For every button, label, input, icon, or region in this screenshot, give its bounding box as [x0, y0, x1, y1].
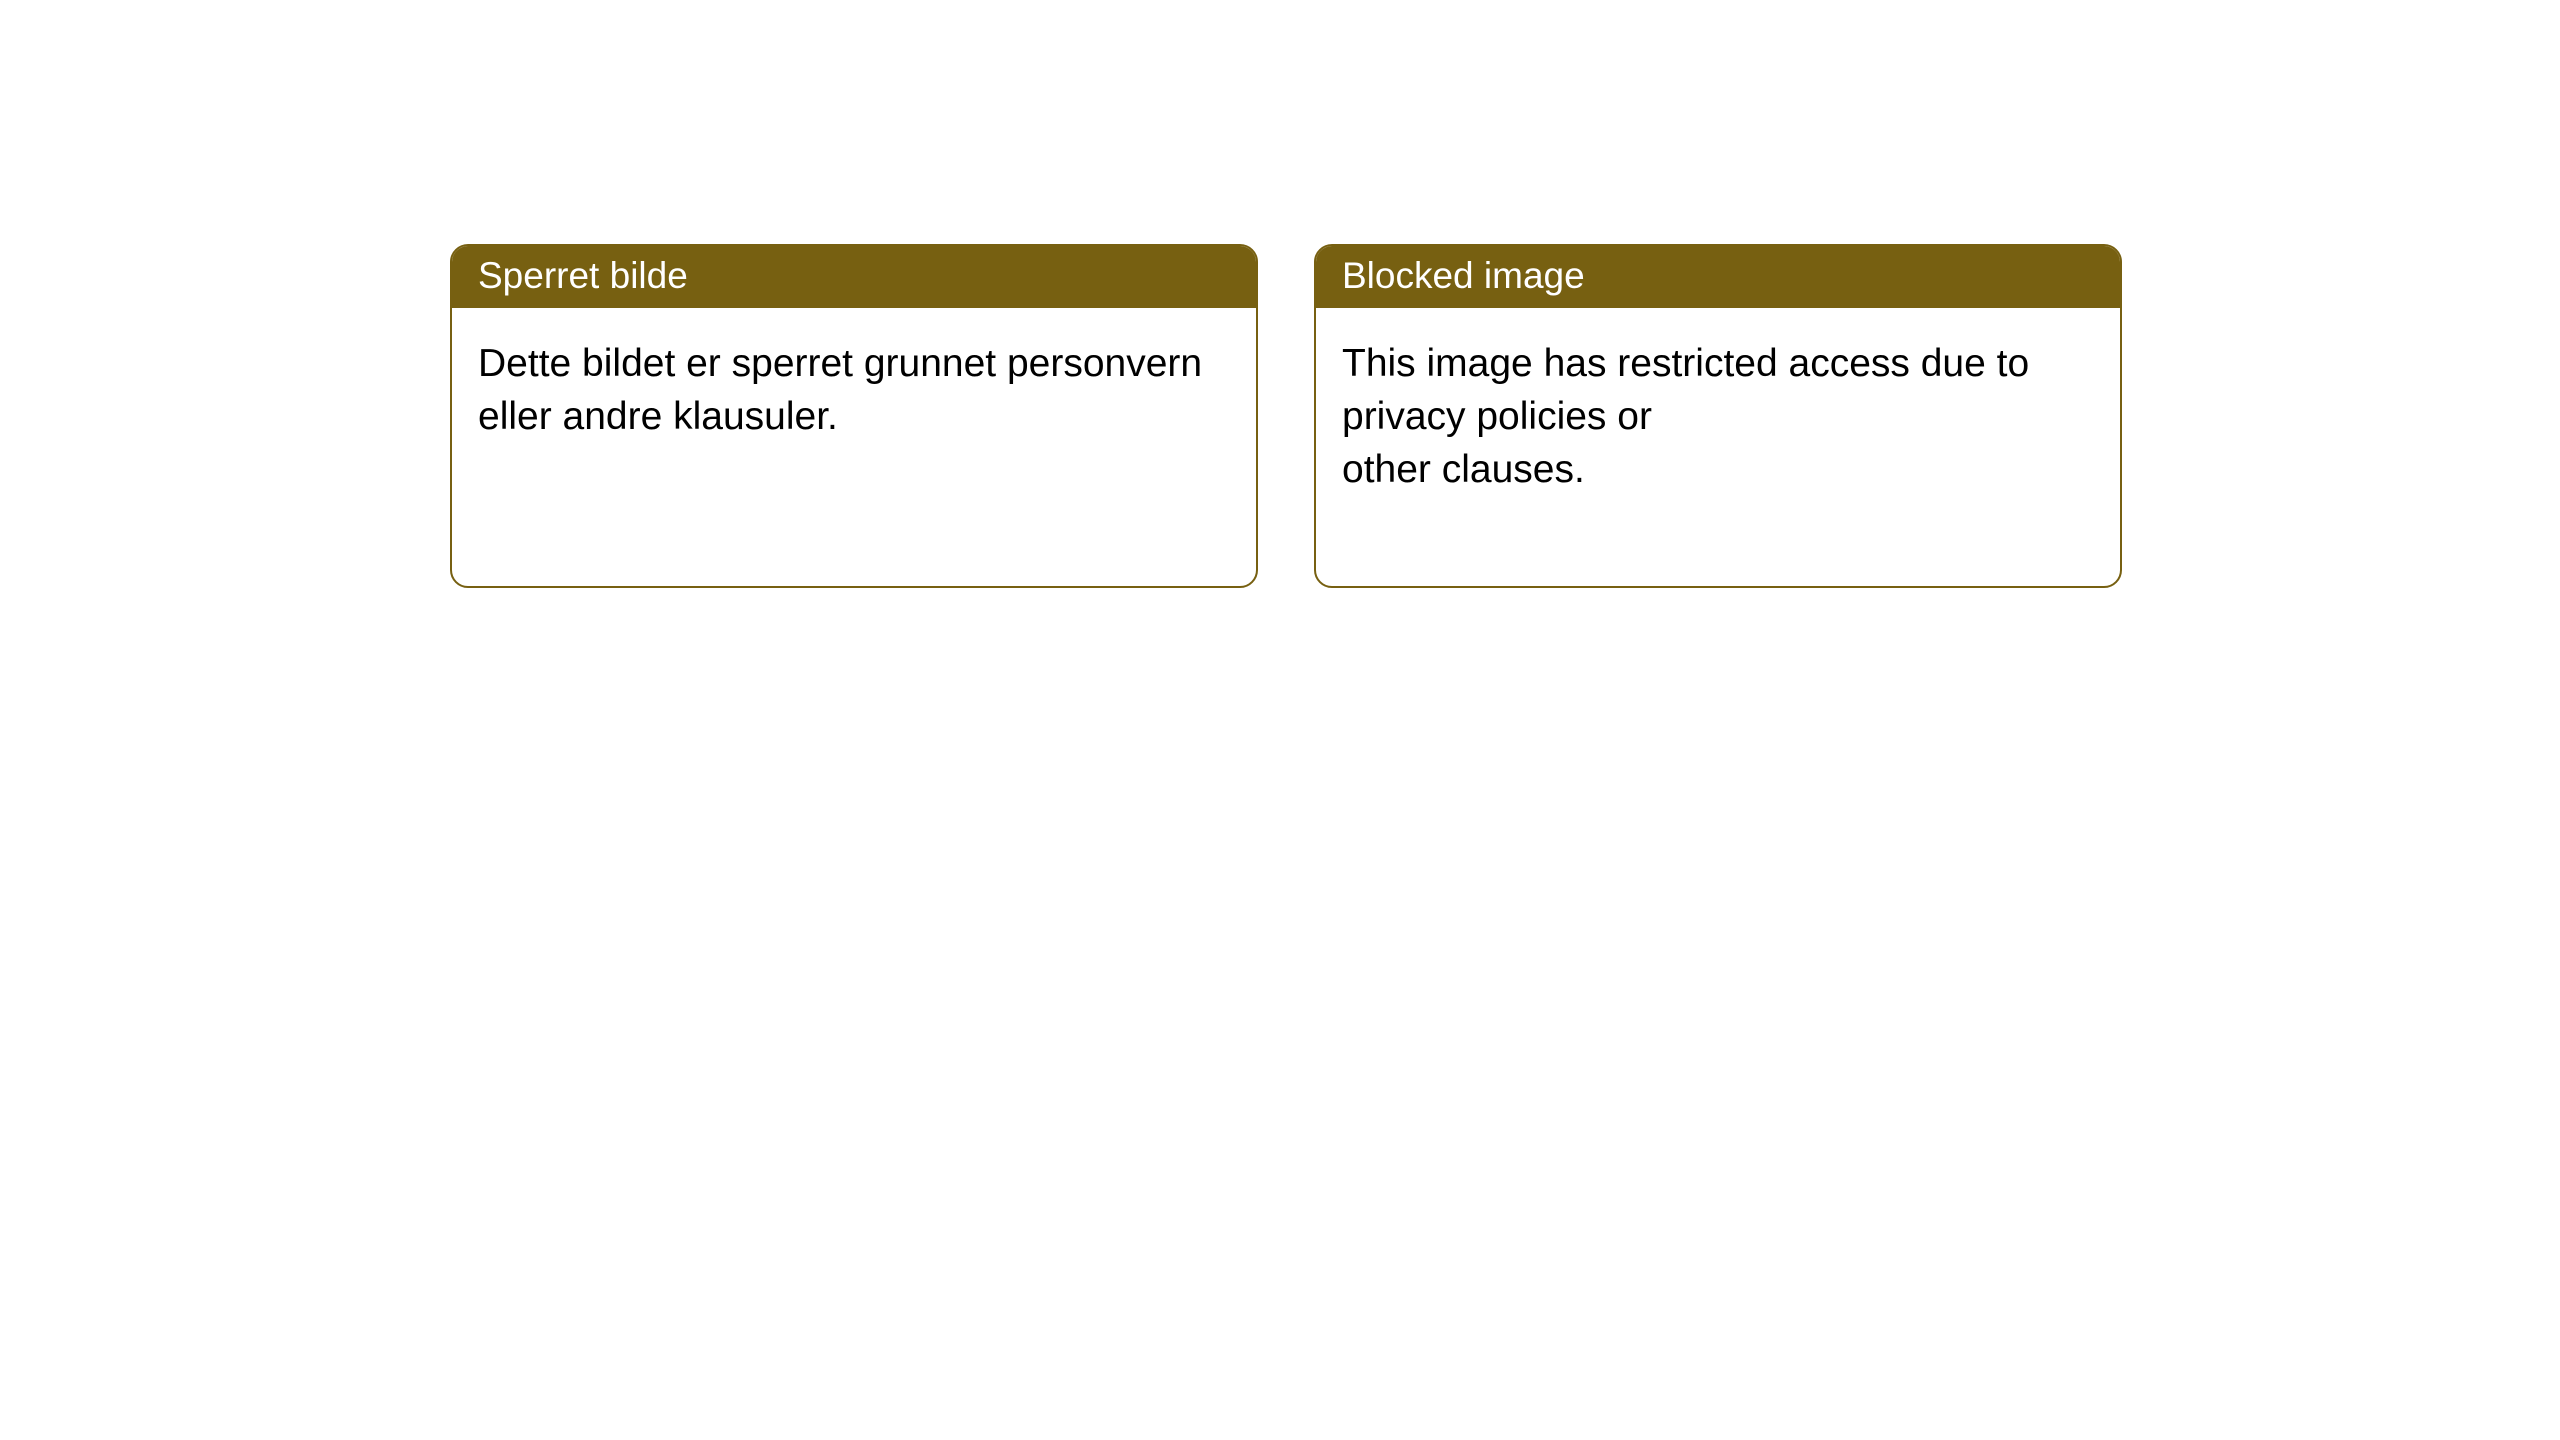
notice-container: Sperret bilde Dette bildet er sperret gr… [0, 0, 2560, 588]
notice-header: Blocked image [1316, 246, 2120, 308]
notice-body: Dette bildet er sperret grunnet personve… [452, 308, 1256, 586]
notice-header: Sperret bilde [452, 246, 1256, 308]
notice-card-norwegian: Sperret bilde Dette bildet er sperret gr… [450, 244, 1258, 588]
notice-card-english: Blocked image This image has restricted … [1314, 244, 2122, 588]
notice-body: This image has restricted access due to … [1316, 308, 2120, 586]
